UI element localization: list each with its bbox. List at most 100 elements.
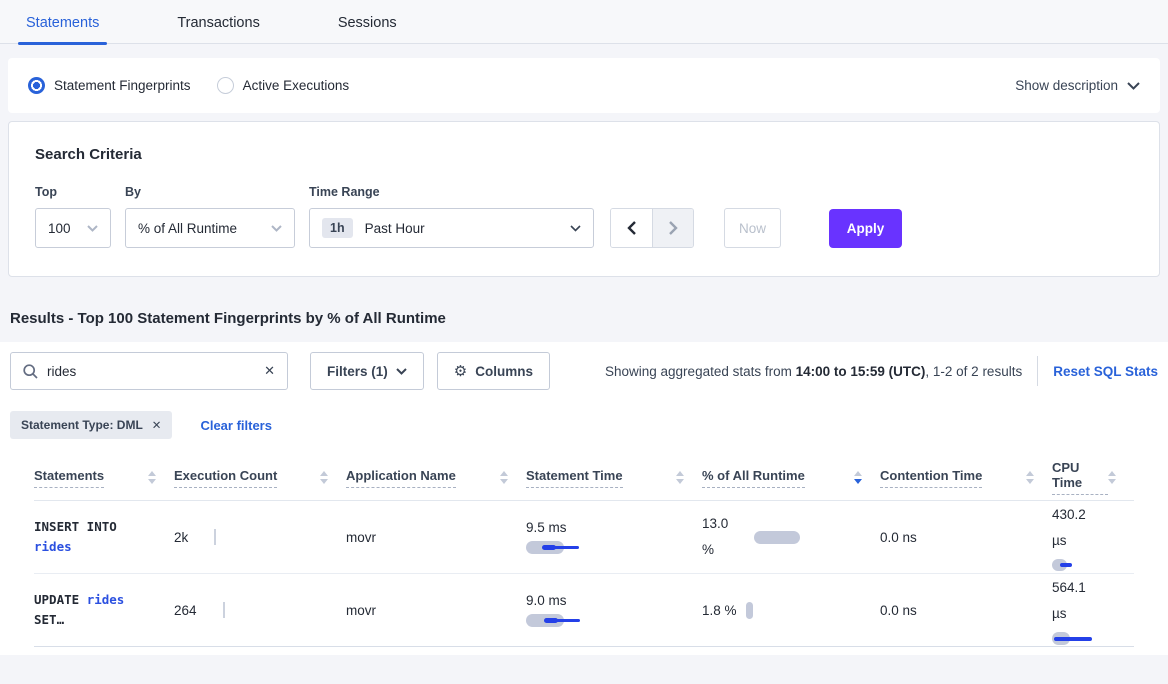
results-heading: Results - Top 100 Statement Fingerprints… [10,310,446,327]
tab-sessions[interactable]: Sessions [337,15,397,31]
apply-button[interactable]: Apply [829,209,902,248]
filter-pill-statement-type[interactable]: Statement Type: DML ✕ [10,411,173,439]
column-header-cpu-time[interactable]: CPU Time [1052,460,1134,495]
sort-icon[interactable] [500,471,508,484]
column-header-contention-time[interactable]: Contention Time [880,468,1052,488]
application-name-cell: movr [346,602,376,618]
statement-time-bar [526,541,596,554]
cpu-time-bar [1052,558,1112,572]
chevron-down-icon [1127,81,1140,90]
radio-statement-fingerprints[interactable]: Statement Fingerprints [28,77,191,94]
pct-runtime-cell: 13.0 % [702,511,880,562]
column-header-pct-of-all-runtime[interactable]: % of All Runtime [702,468,880,488]
remove-filter-icon[interactable]: ✕ [151,420,162,432]
statement-time-bar [526,614,596,627]
search-criteria-form: Top 100 By % of All Runtime Time Range 1… [35,185,1133,248]
time-range-pager [610,208,694,248]
chevron-down-icon [396,367,407,375]
top-select-value: 100 [48,220,71,236]
columns-button[interactable]: ⚙ Columns [436,352,550,390]
statement-search-box[interactable]: ✕ [10,352,288,390]
sort-icon[interactable] [676,471,684,484]
clear-filters-link[interactable]: Clear filters [200,417,272,433]
sql-activity-tabbar: Statements Transactions Sessions [0,0,1168,45]
top-label: Top [35,185,57,199]
previous-time-range-button[interactable] [611,209,652,247]
execution-count-bar [222,602,225,618]
results-panel: ✕ Filters (1) ⚙ Columns Showing aggregat… [0,342,1168,655]
statement-fingerprint-link[interactable]: rides [86,592,125,607]
radio-selected-icon[interactable] [28,77,45,94]
sort-icon[interactable] [1026,471,1034,484]
column-header-application-name[interactable]: Application Name [346,468,526,488]
pct-runtime-bar [745,601,753,619]
time-range-field: Time Range 1h Past Hour [309,185,594,248]
contention-time-cell: 0.0 ns [880,602,917,618]
radio-active-executions-label: Active Executions [242,78,350,93]
chevron-down-icon [570,224,581,232]
by-select-value: % of All Runtime [138,220,238,236]
application-name-cell: movr [346,529,376,545]
tab-statements[interactable]: Statements [18,15,108,45]
statement-fingerprint-link[interactable]: rides [34,539,72,554]
chevron-left-icon [627,221,636,235]
statement-time-cell: 9.5 ms [526,520,702,554]
time-range-value: Past Hour [364,220,425,236]
contention-time-cell: 0.0 ns [880,529,917,545]
execution-count-cell: 2k [174,529,346,545]
sort-icon[interactable] [1108,471,1116,484]
now-button[interactable]: Now [724,208,781,248]
chevron-down-icon [87,224,98,232]
filters-button[interactable]: Filters (1) [310,352,424,390]
column-header-statements[interactable]: Statements [34,468,174,488]
time-range-select[interactable]: 1h Past Hour [309,208,594,248]
aggregated-stats-text: Showing aggregated stats from 14:00 to 1… [605,363,1023,379]
time-range-badge: 1h [322,218,353,238]
by-label: By [125,185,141,199]
statement-cell: INSERT INTO rides [34,517,174,557]
top-field: Top 100 [35,185,111,248]
sort-icon[interactable] [148,471,156,484]
statement-time-cell: 9.0 ms [526,593,702,627]
top-select[interactable]: 100 [35,208,111,248]
radio-active-executions[interactable]: Active Executions [216,77,350,94]
by-select[interactable]: % of All Runtime [125,208,295,248]
table-row: UPDATE rides SET… 264 movr 9.0 ms 1.8 % [34,574,1134,647]
execution-count-cell: 264 [174,602,346,618]
table-header-row: Statements Execution Count Application N… [34,455,1134,501]
clear-search-icon[interactable]: ✕ [264,363,275,378]
reset-sql-stats-link[interactable]: Reset SQL Stats [1053,363,1158,379]
chevron-right-icon [668,221,678,235]
gear-icon: ⚙ [453,363,468,380]
column-header-execution-count[interactable]: Execution Count [174,468,346,488]
sort-icon[interactable] [320,471,328,484]
vertical-divider [1037,356,1039,386]
statements-table: Statements Execution Count Application N… [34,455,1134,647]
results-controls-row: ✕ Filters (1) ⚙ Columns Showing aggregat… [10,352,1158,390]
view-toggle-strip: Statement Fingerprints Active Executions… [8,58,1160,113]
time-range-label: Time Range [309,185,380,199]
active-filters-row: Statement Type: DML ✕ Clear filters [10,411,1158,439]
cpu-time-bar [1052,631,1112,645]
statement-cell: UPDATE rides SET… [34,592,125,627]
show-description-toggle[interactable]: Show description [1015,78,1140,93]
radio-statement-fingerprints-label: Statement Fingerprints [54,78,191,93]
cpu-time-cell: 564.1 µs [1052,575,1134,645]
tab-transactions[interactable]: Transactions [177,15,260,31]
next-time-range-button[interactable] [652,209,693,247]
table-row: INSERT INTO rides 2k movr 9.5 ms 13.0 % [34,501,1134,574]
search-input[interactable] [47,363,265,379]
column-header-statement-time[interactable]: Statement Time [526,468,702,488]
by-field: By % of All Runtime [125,185,295,248]
radio-unselected-icon[interactable] [216,77,234,94]
columns-label: Columns [475,363,533,379]
sort-icon-active-desc[interactable] [854,471,862,484]
show-description-label: Show description [1015,78,1118,93]
execution-count-bar [214,529,217,545]
stats-area: Showing aggregated stats from 14:00 to 1… [605,356,1158,386]
pct-runtime-cell: 1.8 % [702,601,880,619]
cpu-time-cell: 430.2 µs [1052,502,1134,571]
search-criteria-card: Search Criteria Top 100 By % of All Runt… [8,121,1160,277]
search-criteria-title: Search Criteria [35,146,142,163]
chevron-down-icon [271,224,282,232]
